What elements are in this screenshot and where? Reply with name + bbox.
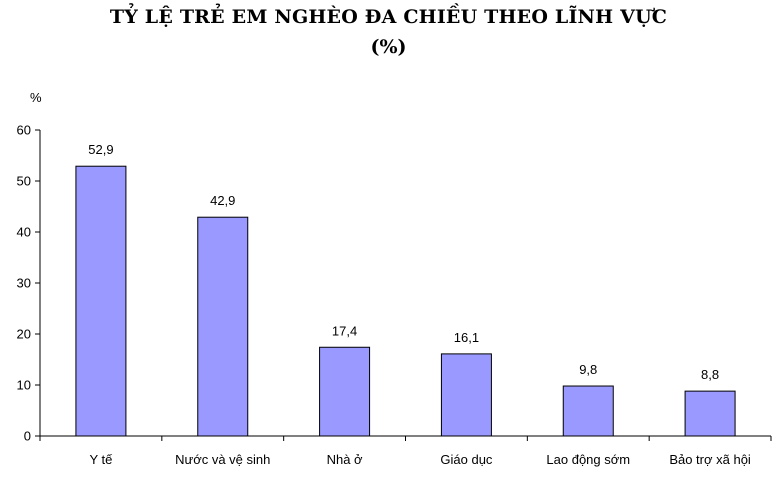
value-label: 52,9 bbox=[88, 142, 113, 157]
bar bbox=[440, 353, 492, 437]
y-tick-label: 50 bbox=[17, 174, 31, 189]
value-label: 9,8 bbox=[579, 362, 597, 377]
category-label: Y tế bbox=[89, 452, 113, 467]
y-tick-label: 30 bbox=[17, 276, 31, 291]
bar bbox=[684, 390, 736, 437]
category-labels: Y tế Nước và vệ sinh Nhà ở Giáo dục Lao động… bbox=[89, 452, 750, 467]
x-ticks bbox=[39, 436, 772, 441]
bars bbox=[75, 165, 736, 437]
bar bbox=[319, 346, 371, 437]
value-label: 8,8 bbox=[701, 367, 719, 382]
y-tick-label: 60 bbox=[17, 123, 31, 138]
chart-subtitle: (%) bbox=[370, 36, 407, 58]
y-ticks: 0 10 20 30 40 50 60 bbox=[17, 123, 40, 444]
y-tick-label: 20 bbox=[17, 327, 31, 342]
category-label: Bảo trợ xã hội bbox=[669, 452, 751, 467]
bar bbox=[75, 165, 127, 437]
category-label: Giáo dục bbox=[440, 452, 493, 467]
bar bbox=[197, 216, 249, 437]
category-label: Lao động sớm bbox=[546, 452, 630, 467]
bar bbox=[562, 385, 614, 437]
value-labels: 52,9 42,9 17,4 16,1 9,8 8,8 bbox=[88, 142, 719, 382]
chart-title: TỶ LỆ TRẺ EM NGHÈO ĐA CHIỀU THEO LĨNH VỰ… bbox=[109, 6, 668, 28]
y-tick-label: 40 bbox=[17, 225, 31, 240]
y-axis-label: % bbox=[30, 90, 42, 105]
value-label: 17,4 bbox=[332, 323, 357, 338]
category-label: Nhà ở bbox=[327, 452, 363, 467]
value-label: 42,9 bbox=[210, 193, 235, 208]
category-label: Nước và vệ sinh bbox=[175, 452, 270, 467]
y-tick-label: 10 bbox=[17, 378, 31, 393]
y-tick-label: 0 bbox=[24, 429, 31, 444]
value-label: 16,1 bbox=[454, 330, 479, 345]
